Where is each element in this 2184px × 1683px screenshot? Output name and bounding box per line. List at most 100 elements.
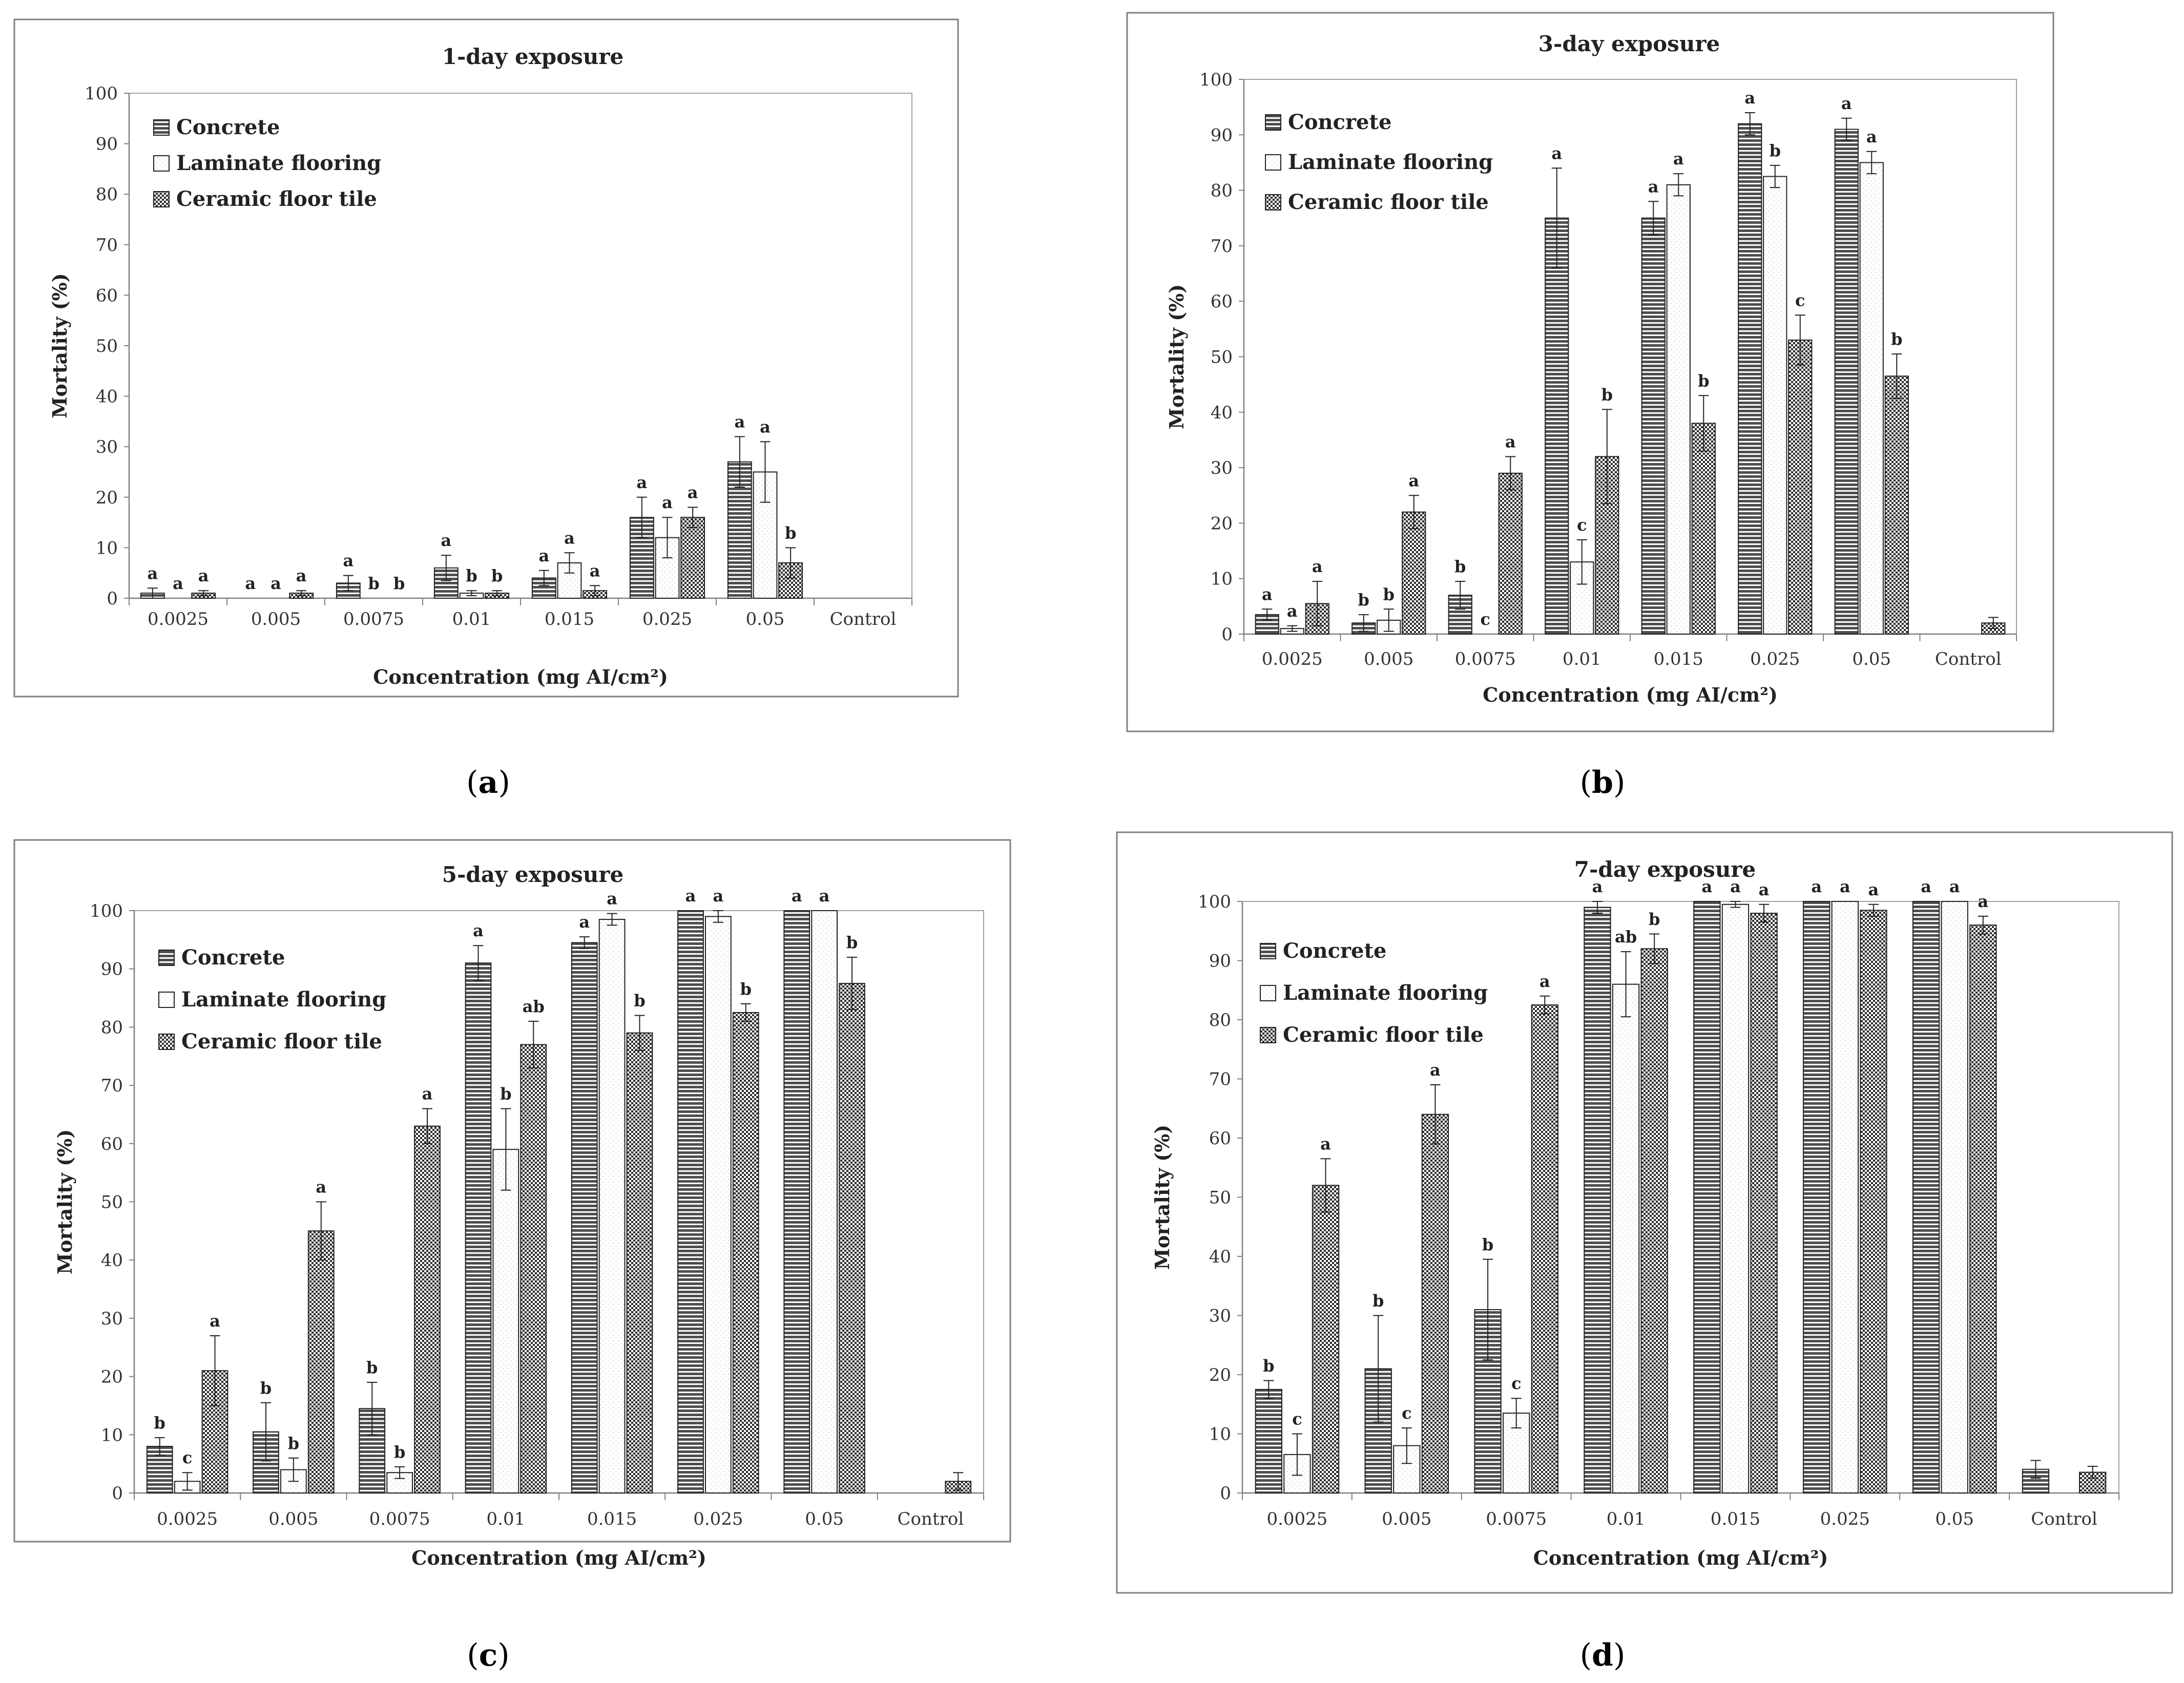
x-tick-label: 0.0075 bbox=[343, 609, 404, 629]
significance-letter: b bbox=[260, 1378, 272, 1398]
x-tick-label: 0.005 bbox=[251, 609, 301, 629]
significance-letter: ab bbox=[1615, 927, 1637, 946]
legend-swatch-ceramic bbox=[153, 191, 170, 207]
significance-letter: b bbox=[491, 566, 503, 585]
x-tick-label: 0.0075 bbox=[1455, 649, 1516, 669]
x-tick-label: 0.025 bbox=[642, 609, 692, 629]
bar-ceramic bbox=[1640, 948, 1668, 1493]
bar-concrete bbox=[1912, 901, 1940, 1493]
significance-letter: b bbox=[1601, 385, 1613, 404]
significance-letter: b bbox=[394, 1442, 405, 1462]
legend-swatch-laminate bbox=[153, 155, 170, 172]
panel-label: (d) bbox=[1580, 1637, 1626, 1673]
significance-letter: b bbox=[154, 1413, 165, 1433]
y-tick-label: 30 bbox=[101, 1309, 123, 1329]
legend-swatch-concrete bbox=[158, 950, 175, 966]
bar-ceramic bbox=[1969, 924, 1997, 1493]
legend-swatch-ceramic bbox=[1265, 194, 1281, 211]
x-tick-label: 0.05 bbox=[1852, 649, 1891, 669]
legend-swatch-laminate bbox=[1260, 985, 1276, 1001]
bar-concrete bbox=[1584, 907, 1611, 1493]
significance-letter: a bbox=[1673, 149, 1684, 169]
significance-letter: a bbox=[819, 886, 830, 906]
x-tick-label: 0.05 bbox=[805, 1509, 844, 1529]
bar-concrete bbox=[1693, 901, 1721, 1493]
significance-letter: b bbox=[366, 1358, 378, 1377]
legend-label-concrete: Concrete bbox=[1288, 110, 1391, 134]
significance-letter: a bbox=[1978, 892, 1988, 911]
y-tick-label: 0 bbox=[107, 588, 118, 609]
significance-letter: a bbox=[1868, 880, 1879, 899]
significance-letter: a bbox=[590, 561, 600, 580]
x-tick-label: Control bbox=[1935, 649, 2002, 669]
bar-concrete bbox=[1255, 1389, 1282, 1493]
x-tick-label: 0.01 bbox=[452, 609, 491, 629]
x-tick-label: Control bbox=[2031, 1509, 2097, 1529]
bar-laminate bbox=[1763, 176, 1787, 635]
significance-letter: a bbox=[760, 417, 771, 436]
significance-letter: b bbox=[846, 933, 858, 952]
significance-letter: a bbox=[1921, 877, 1931, 896]
bar-ceramic bbox=[1860, 910, 1887, 1493]
y-tick-label: 100 bbox=[85, 83, 118, 104]
y-tick-label: 100 bbox=[1198, 892, 1231, 912]
y-tick-label: 30 bbox=[1211, 458, 1233, 478]
significance-letter: a bbox=[1505, 432, 1516, 451]
significance-letter: a bbox=[713, 886, 724, 906]
bar-ceramic bbox=[520, 1044, 547, 1493]
y-tick-label: 0 bbox=[112, 1483, 123, 1504]
legend-label-laminate: Laminate flooring bbox=[1283, 981, 1488, 1005]
significance-letter: a bbox=[173, 574, 183, 593]
bar-laminate bbox=[1666, 184, 1691, 635]
panel-label: (b) bbox=[1580, 765, 1626, 801]
legend-label-laminate: Laminate flooring bbox=[1288, 150, 1493, 174]
x-tick-label: 0.01 bbox=[1607, 1509, 1646, 1529]
x-tick-label: 0.015 bbox=[1711, 1509, 1760, 1529]
significance-letter: a bbox=[1730, 877, 1741, 896]
x-tick-label: 0.005 bbox=[1382, 1509, 1431, 1529]
chart-title: 3-day exposure bbox=[1538, 31, 1720, 56]
bar-ceramic bbox=[680, 517, 705, 599]
y-tick-label: 10 bbox=[1211, 569, 1233, 590]
chart-title: 7-day exposure bbox=[1574, 857, 1756, 882]
significance-letter: a bbox=[1701, 877, 1712, 896]
significance-letter: a bbox=[1811, 877, 1822, 896]
x-axis-label: Concentration (mg AI/cm²) bbox=[1483, 683, 1778, 706]
significance-letter: a bbox=[1408, 471, 1419, 490]
y-tick-label: 60 bbox=[96, 285, 118, 306]
y-tick-label: 20 bbox=[1211, 513, 1233, 534]
significance-letter: a bbox=[1540, 972, 1550, 991]
bar-concrete bbox=[783, 910, 810, 1493]
x-tick-label: Control bbox=[898, 1509, 964, 1529]
significance-letter: a bbox=[1759, 880, 1770, 899]
y-tick-label: 90 bbox=[101, 959, 123, 980]
x-tick-label: 0.015 bbox=[587, 1509, 637, 1529]
legend-swatch-concrete bbox=[1265, 114, 1281, 131]
significance-letter: a bbox=[1949, 877, 1960, 896]
significance-letter: a bbox=[473, 921, 484, 940]
significance-letter: a bbox=[538, 546, 549, 565]
significance-letter: a bbox=[1320, 1134, 1331, 1153]
y-axis-label: Mortality (%) bbox=[1165, 284, 1188, 429]
y-tick-label: 60 bbox=[1211, 291, 1233, 312]
significance-letter: c bbox=[1481, 609, 1490, 629]
bar-ceramic bbox=[414, 1125, 441, 1493]
x-axis-label: Concentration (mg AI/cm²) bbox=[373, 665, 668, 688]
significance-letter: a bbox=[343, 551, 353, 571]
y-tick-label: 80 bbox=[96, 184, 118, 205]
bar-ceramic bbox=[1402, 511, 1426, 635]
bar-concrete bbox=[1834, 129, 1859, 635]
significance-letter: a bbox=[636, 473, 647, 492]
legend-swatch-ceramic bbox=[1260, 1027, 1276, 1043]
panel-letter: b bbox=[1592, 765, 1613, 801]
significance-letter: a bbox=[296, 566, 307, 585]
significance-letter: a bbox=[792, 886, 802, 906]
y-tick-label: 30 bbox=[96, 437, 118, 457]
significance-letter: b bbox=[1891, 329, 1902, 349]
y-tick-label: 10 bbox=[96, 538, 118, 558]
chart-title: 1-day exposure bbox=[442, 44, 623, 69]
y-tick-label: 50 bbox=[1211, 347, 1233, 368]
legend-label-ceramic: Ceramic floor tile bbox=[181, 1029, 382, 1054]
